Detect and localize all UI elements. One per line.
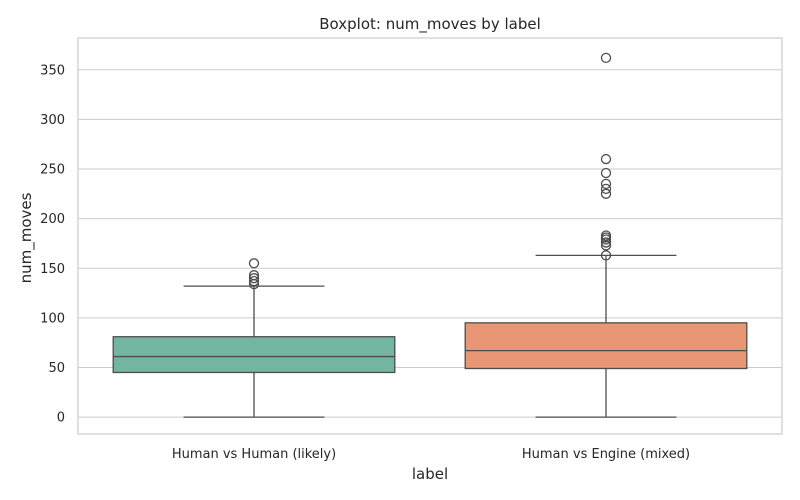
- x-tick-label: Human vs Human (likely): [172, 447, 336, 462]
- y-tick-label: 350: [40, 63, 65, 78]
- outlier-point: [600, 153, 612, 165]
- box-layer: [112, 52, 748, 418]
- y-axis-label: num_moves: [17, 192, 36, 283]
- y-tick-label: 150: [40, 262, 65, 277]
- y-tick-label: 200: [40, 212, 65, 227]
- x-axis-label: label: [412, 465, 448, 483]
- outlier-point: [248, 276, 260, 287]
- x-tick-label: Human vs Engine (mixed): [522, 447, 690, 462]
- outlier-point: [600, 230, 612, 241]
- outlier-point: [600, 250, 612, 261]
- box-group: [112, 258, 396, 418]
- y-tick-labels: 0 50 100 150 200 250 300 350: [40, 63, 65, 425]
- outlier-point: [600, 178, 612, 190]
- outlier-point: [600, 237, 612, 248]
- outlier-point: [248, 258, 260, 269]
- outlier-point: [248, 273, 260, 284]
- outlier-point: [600, 167, 612, 179]
- iqr-box: [112, 336, 396, 374]
- outlier-point: [600, 188, 612, 199]
- plot-frame: [77, 37, 783, 435]
- y-tick-label: 250: [40, 163, 65, 178]
- outlier-point: [248, 270, 260, 281]
- y-tick-label: 50: [48, 361, 65, 376]
- y-tick-label: 100: [40, 311, 65, 326]
- x-tick-labels: Human vs Human (likely) Human vs Engine (…: [172, 447, 690, 462]
- iqr-box: [464, 322, 748, 370]
- outlier-point: [600, 240, 612, 251]
- y-tick-label: 300: [40, 113, 65, 128]
- box-group: [464, 52, 748, 418]
- outlier-point: [600, 52, 612, 63]
- outlier-point: [600, 183, 612, 195]
- y-tick-label: 0: [57, 411, 65, 426]
- chart-title: Boxplot: num_moves by label: [319, 15, 541, 34]
